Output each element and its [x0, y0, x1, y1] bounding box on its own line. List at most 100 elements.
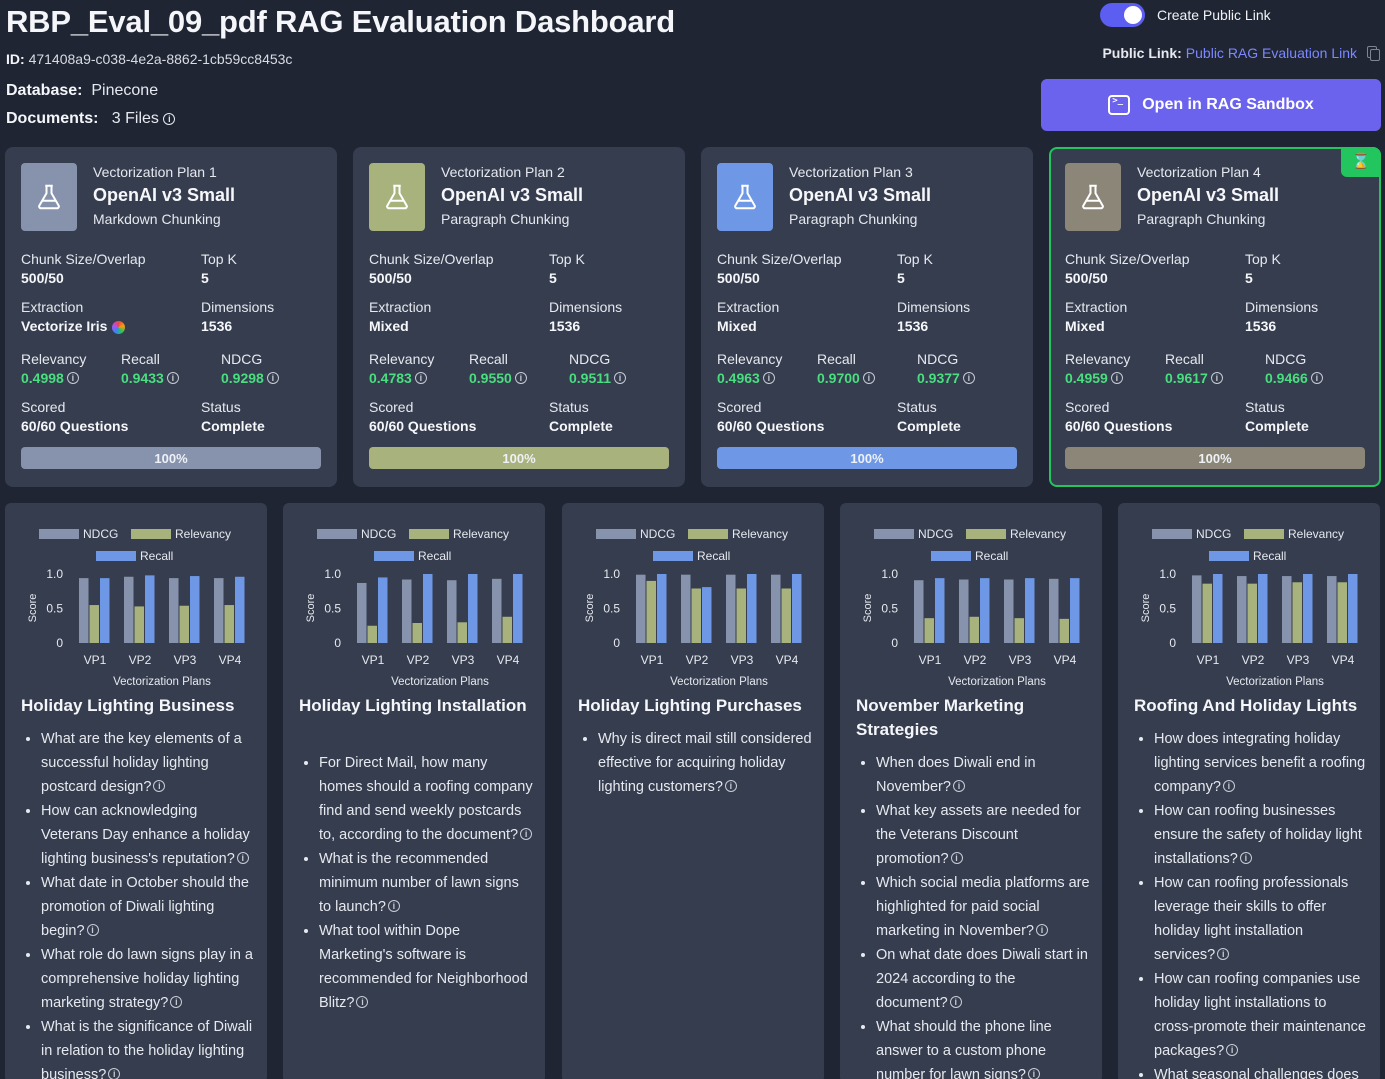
recall-value-text: 0.9700	[817, 370, 860, 386]
info-icon[interactable]: i	[962, 372, 975, 385]
dimensions-label: Dimensions	[201, 299, 275, 315]
info-icon[interactable]: i	[1222, 780, 1235, 793]
info-icon[interactable]: i	[86, 924, 99, 937]
database-value: Pinecone	[91, 82, 159, 99]
chart-bar	[179, 605, 189, 643]
field-extraction: Extraction Vectorize Iris	[21, 299, 126, 334]
chunk-value-text: 500/50	[21, 270, 64, 286]
topk-value-text: 5	[897, 270, 905, 286]
info-icon[interactable]: i	[1239, 852, 1252, 865]
vectorization-plan-card[interactable]: ⌛ Vectorization Plan 4 OpenAI v3 Small Para…	[1049, 147, 1381, 487]
chart-bar	[513, 574, 523, 643]
field-ndcg: NDCG 0.9511 i	[569, 351, 627, 386]
question-item[interactable]: Why is direct mail still considered effe…	[598, 727, 812, 799]
extraction-value: Mixed	[1065, 318, 1127, 334]
info-icon[interactable]: i	[1110, 372, 1123, 385]
question-text: Which social media platforms are highlig…	[876, 875, 1090, 939]
info-icon[interactable]: i	[166, 372, 179, 385]
terminal-icon	[1108, 95, 1131, 115]
info-icon[interactable]: i	[614, 372, 627, 385]
x-axis-label: Vectorization Plans	[391, 676, 489, 688]
question-item[interactable]: How can roofing professionals leverage t…	[1154, 871, 1368, 967]
question-item[interactable]: How can acknowledging Veterans Day enhan…	[41, 799, 255, 871]
question-text: What tool within Dope Marketing's softwa…	[319, 923, 528, 1011]
question-item[interactable]: What tool within Dope Marketing's softwa…	[319, 919, 533, 1015]
y-tick-label: 0.5	[46, 602, 63, 616]
vectorization-plan-card[interactable]: Vectorization Plan 1 OpenAI v3 Small Markd…	[5, 147, 337, 487]
ndcg-value-text: 0.9377	[917, 370, 960, 386]
question-item[interactable]: How does integrating holiday lighting se…	[1154, 727, 1368, 799]
question-item[interactable]: What seasonal challenges does the roofin…	[1154, 1063, 1368, 1079]
question-item[interactable]: What are the key elements of a successfu…	[41, 727, 255, 799]
info-icon[interactable]: i	[950, 852, 963, 865]
question-item[interactable]: What key assets are needed for the Veter…	[876, 799, 1090, 871]
info-icon[interactable]: i	[414, 372, 427, 385]
info-icon[interactable]: i	[1310, 372, 1323, 385]
info-icon[interactable]: i	[949, 996, 962, 1009]
field-extraction: Extraction Mixed	[1065, 299, 1127, 334]
info-icon[interactable]: i	[163, 112, 176, 125]
info-icon[interactable]: i	[762, 372, 775, 385]
open-rag-sandbox-button[interactable]: Open in RAG Sandbox	[1041, 79, 1381, 131]
chart-bar	[747, 574, 757, 643]
chart-bar	[190, 576, 200, 643]
chunk-value-text: 500/50	[1065, 270, 1108, 286]
info-icon[interactable]: i	[1226, 1044, 1239, 1057]
question-item[interactable]: What date in October should the promotio…	[41, 871, 255, 943]
info-icon[interactable]: i	[952, 780, 965, 793]
field-chunk: Chunk Size/Overlap 500/50	[717, 251, 842, 286]
question-text: What is the recommended minimum number o…	[319, 851, 519, 915]
question-text: What should the phone line answer to a c…	[876, 1019, 1052, 1079]
info-icon[interactable]: i	[170, 996, 183, 1009]
question-item[interactable]: Which social media platforms are highlig…	[876, 871, 1090, 943]
documents-value[interactable]: 3 Files	[111, 110, 159, 127]
info-icon[interactable]: i	[266, 372, 279, 385]
vectorization-plan-card[interactable]: Vectorization Plan 2 OpenAI v3 Small Parag…	[353, 147, 685, 487]
info-icon[interactable]: i	[1210, 372, 1223, 385]
info-icon[interactable]: i	[108, 1068, 121, 1079]
legend-label: Recall	[1253, 549, 1286, 563]
ndcg-value-text: 0.9511	[569, 370, 612, 386]
question-item[interactable]: How can roofing businesses ensure the sa…	[1154, 799, 1368, 871]
vectorization-plan-card[interactable]: Vectorization Plan 3 OpenAI v3 Small Parag…	[701, 147, 1033, 487]
info-icon[interactable]: i	[1027, 1068, 1040, 1079]
public-link-toggle[interactable]	[1100, 3, 1145, 27]
chart-bar	[502, 616, 512, 643]
question-item[interactable]: What should the phone line answer to a c…	[876, 1015, 1090, 1079]
status-label: Status	[897, 399, 937, 415]
legend-swatch	[39, 529, 79, 539]
question-item[interactable]: For Direct Mail, how many homes should a…	[319, 751, 533, 847]
question-item[interactable]: What role do lawn signs play in a compre…	[41, 943, 255, 1015]
question-item[interactable]: How can roofing companies use holiday li…	[1154, 967, 1368, 1063]
info-icon[interactable]: i	[724, 780, 737, 793]
info-icon[interactable]: i	[514, 372, 527, 385]
ndcg-value: 0.9377 i	[917, 370, 975, 386]
info-icon[interactable]: i	[236, 852, 249, 865]
info-icon[interactable]: i	[520, 828, 533, 841]
question-item[interactable]: When does Diwali end in November?i	[876, 751, 1090, 799]
field-dimensions: Dimensions 1536	[897, 299, 970, 334]
chart-bar	[1014, 618, 1024, 643]
scored-value-text: 60/60 Questions	[1065, 418, 1173, 434]
question-item[interactable]: What is the significance of Diwali in re…	[41, 1015, 255, 1079]
y-tick-label: 0.5	[324, 602, 341, 616]
chart-bar	[412, 622, 422, 643]
copy-icon[interactable]	[1367, 46, 1380, 61]
question-item[interactable]: What is the recommended minimum number o…	[319, 847, 533, 919]
public-link[interactable]: Public RAG Evaluation Link	[1185, 45, 1357, 61]
question-item[interactable]: On what date does Diwali start in 2024 a…	[876, 943, 1090, 1015]
chart-bar	[792, 574, 802, 643]
info-icon[interactable]: i	[862, 372, 875, 385]
info-icon[interactable]: i	[387, 900, 400, 913]
info-icon[interactable]: i	[1035, 924, 1048, 937]
info-icon[interactable]: i	[1217, 948, 1230, 961]
x-tick-label: VP3	[1287, 653, 1310, 667]
info-icon[interactable]: i	[356, 996, 369, 1009]
info-icon[interactable]: i	[153, 780, 166, 793]
ndcg-label: NDCG	[1265, 351, 1307, 367]
ndcg-value-text: 0.9298	[221, 370, 264, 386]
info-icon[interactable]: i	[66, 372, 79, 385]
chart-bar	[646, 580, 656, 643]
field-dimensions: Dimensions 1536	[1245, 299, 1318, 334]
